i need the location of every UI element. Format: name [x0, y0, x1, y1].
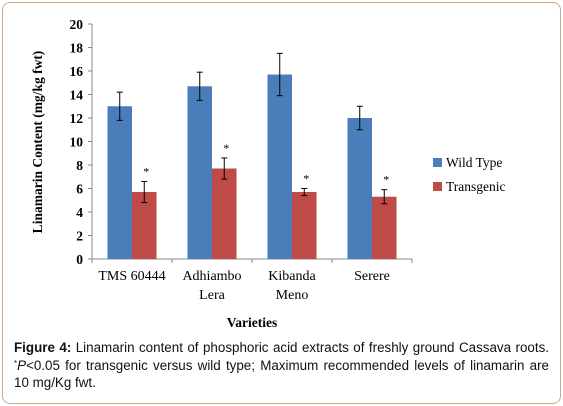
y-tick-label: 0: [76, 252, 83, 267]
y-tick-label: 12: [70, 111, 84, 126]
y-tick-label: 6: [76, 182, 83, 197]
significance-star: *: [223, 141, 229, 155]
caption-text-2: <0.05 for transgenic versus wild type; M…: [14, 357, 549, 391]
wild-type-bar: [187, 86, 212, 260]
wild-type-bar: [107, 106, 132, 259]
y-axis-label: Linamarin Content (mg/kg fwt): [30, 51, 45, 234]
significance-star: *: [143, 164, 149, 178]
transgenic-bar: [132, 192, 157, 259]
x-tick-label: Meno: [276, 288, 309, 303]
x-tick-label: Serere: [354, 269, 390, 284]
legend-label: Transgenic: [446, 179, 506, 194]
transgenic-bar: [212, 168, 237, 259]
chart-legend: Wild Type Transgenic: [433, 155, 506, 194]
figure-caption: Figure 4: Linamarin content of phosphori…: [14, 339, 549, 392]
wild-type-bar: [267, 74, 292, 260]
caption-star: *: [14, 358, 18, 368]
y-tick-label: 8: [76, 158, 83, 173]
caption-p: P: [17, 357, 27, 373]
x-axis-label: Varieties: [227, 315, 278, 330]
chart-bars: [107, 52, 397, 260]
y-tick-label: 18: [70, 41, 84, 56]
transgenic-bar: [372, 196, 397, 259]
y-tick-label: 2: [76, 229, 83, 244]
x-tick-label: TMS 60444: [98, 269, 165, 284]
caption-label: Figure 4:: [14, 340, 72, 355]
legend-label: Wild Type: [446, 155, 502, 170]
significance-star: *: [383, 173, 389, 187]
legend-swatch: [433, 158, 442, 167]
x-tick-label: Adhiambo: [182, 269, 241, 284]
y-tick-label: 14: [70, 88, 84, 103]
wild-type-bar: [347, 118, 372, 259]
y-tick-label: 16: [70, 64, 84, 79]
caption-text-1: Linamarin content of phosphoric acid ext…: [71, 340, 549, 355]
chart-labels: 0 2 4 6 8 10 12 14 16 18 20 TMS 60444 * Adhiambo Lera *…: [70, 17, 390, 303]
transgenic-bar: [292, 192, 317, 259]
y-tick-label: 10: [70, 135, 84, 150]
y-tick-label: 4: [76, 205, 83, 220]
y-tick-label: 20: [70, 17, 84, 32]
x-tick-label: Kibanda: [268, 269, 316, 284]
legend-swatch: [433, 182, 442, 191]
significance-star: *: [303, 172, 309, 186]
bar-chart: 0 2 4 6 8 10 12 14 16 18 20 TMS 60444 * Adhiambo Lera *…: [30, 17, 506, 330]
x-tick-label: Lera: [199, 288, 225, 303]
